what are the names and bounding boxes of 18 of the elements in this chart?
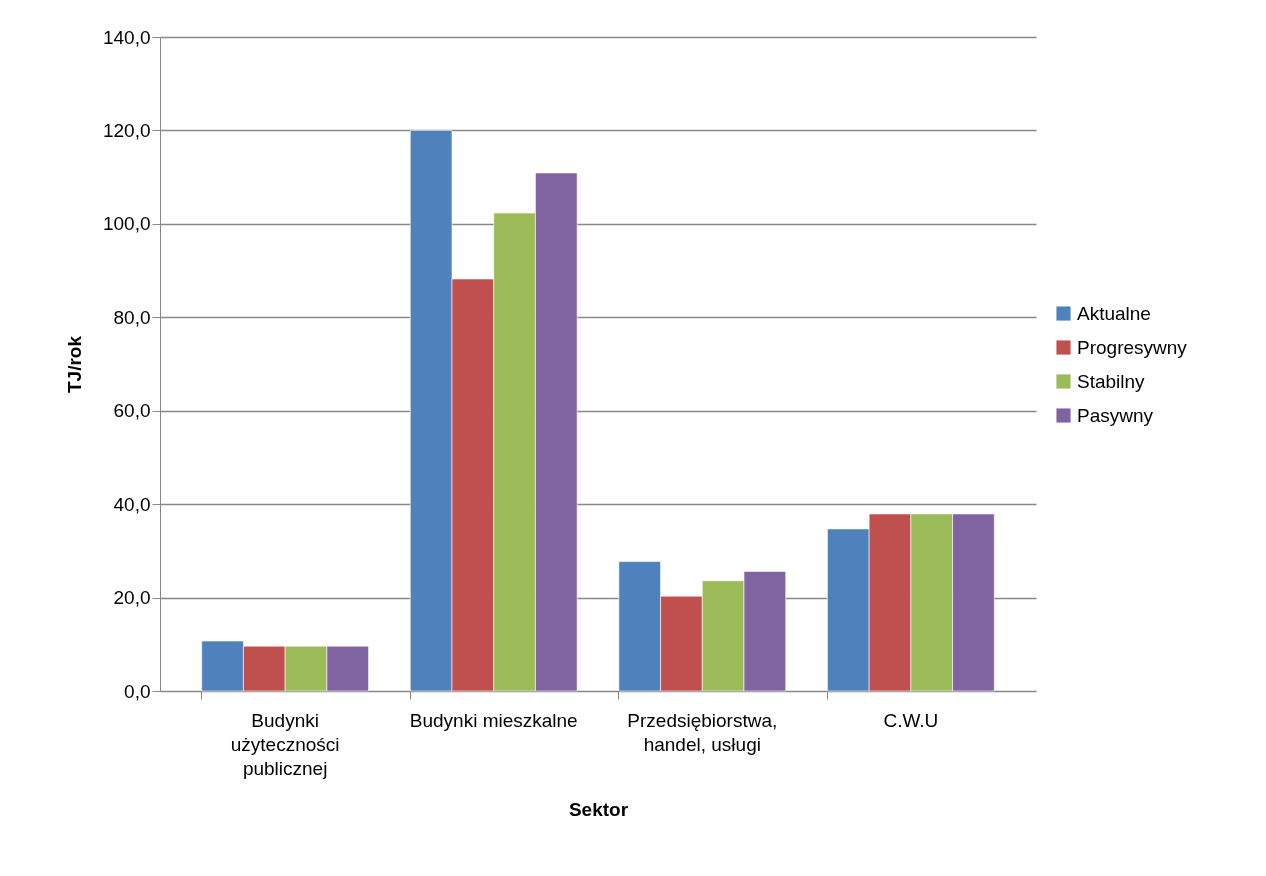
x-tick-label: Budynki mieszkalne: [409, 709, 578, 731]
y-tick-label: 120,0: [102, 119, 151, 141]
y-tick-label: 100,0: [102, 213, 151, 235]
x-tick-label: C.W.U: [883, 709, 939, 731]
y-tick-label: 0,0: [124, 680, 151, 702]
x-tick-label: Budynki użyteczności publicznej: [230, 709, 340, 779]
legend-label: Progresywny: [1077, 336, 1188, 358]
x-tick-label: Przedsiębiorstwa, handel, usługi: [627, 709, 778, 755]
y-tick-label: 40,0: [113, 493, 151, 515]
y-tick-label: 60,0: [113, 400, 151, 422]
y-axis-title: TJ/rok: [63, 335, 85, 394]
y-tick-label: 140,0: [102, 26, 151, 48]
y-tick-label: 20,0: [113, 587, 151, 609]
legend-label: Stabilny: [1077, 370, 1146, 392]
legend-label: Aktualne: [1077, 302, 1151, 324]
x-axis-title: Sektor: [568, 798, 629, 820]
legend-label: Pasywny: [1077, 404, 1154, 426]
y-tick-label: 80,0: [113, 306, 151, 328]
